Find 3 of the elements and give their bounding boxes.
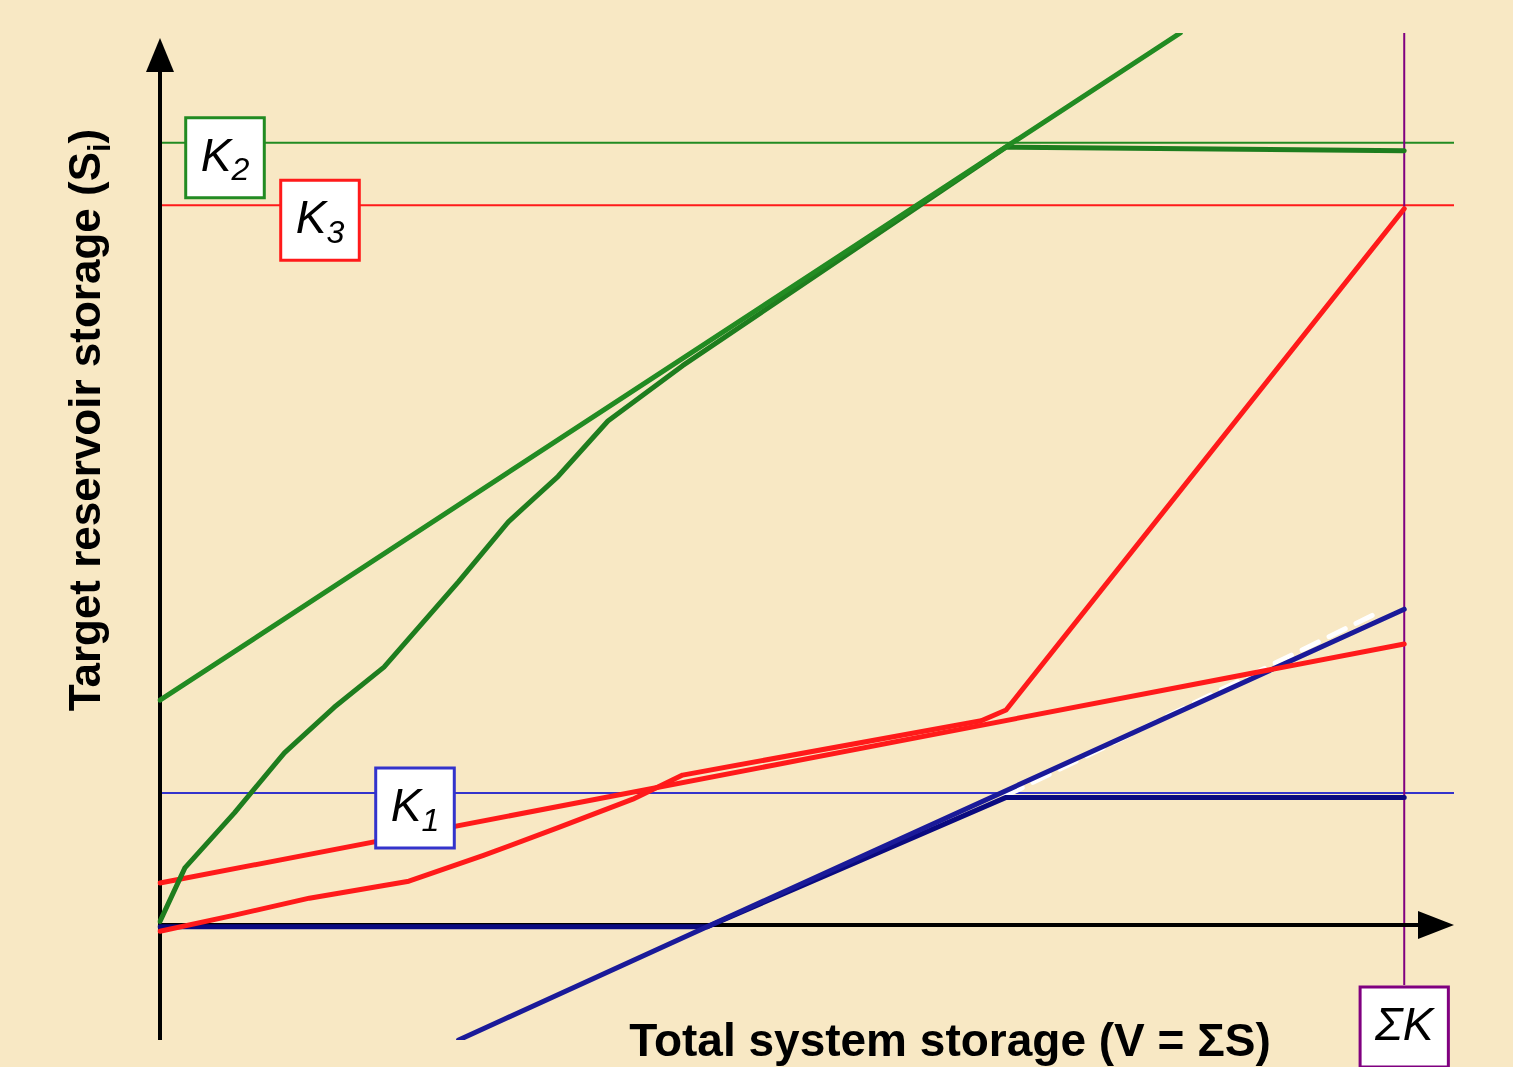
x-axis-title: Total system storage (V = ΣS) [629, 1013, 1271, 1066]
text: ΣK [1375, 997, 1434, 1050]
y-axis-title: Target reservoir storage (Si) [60, 128, 117, 712]
